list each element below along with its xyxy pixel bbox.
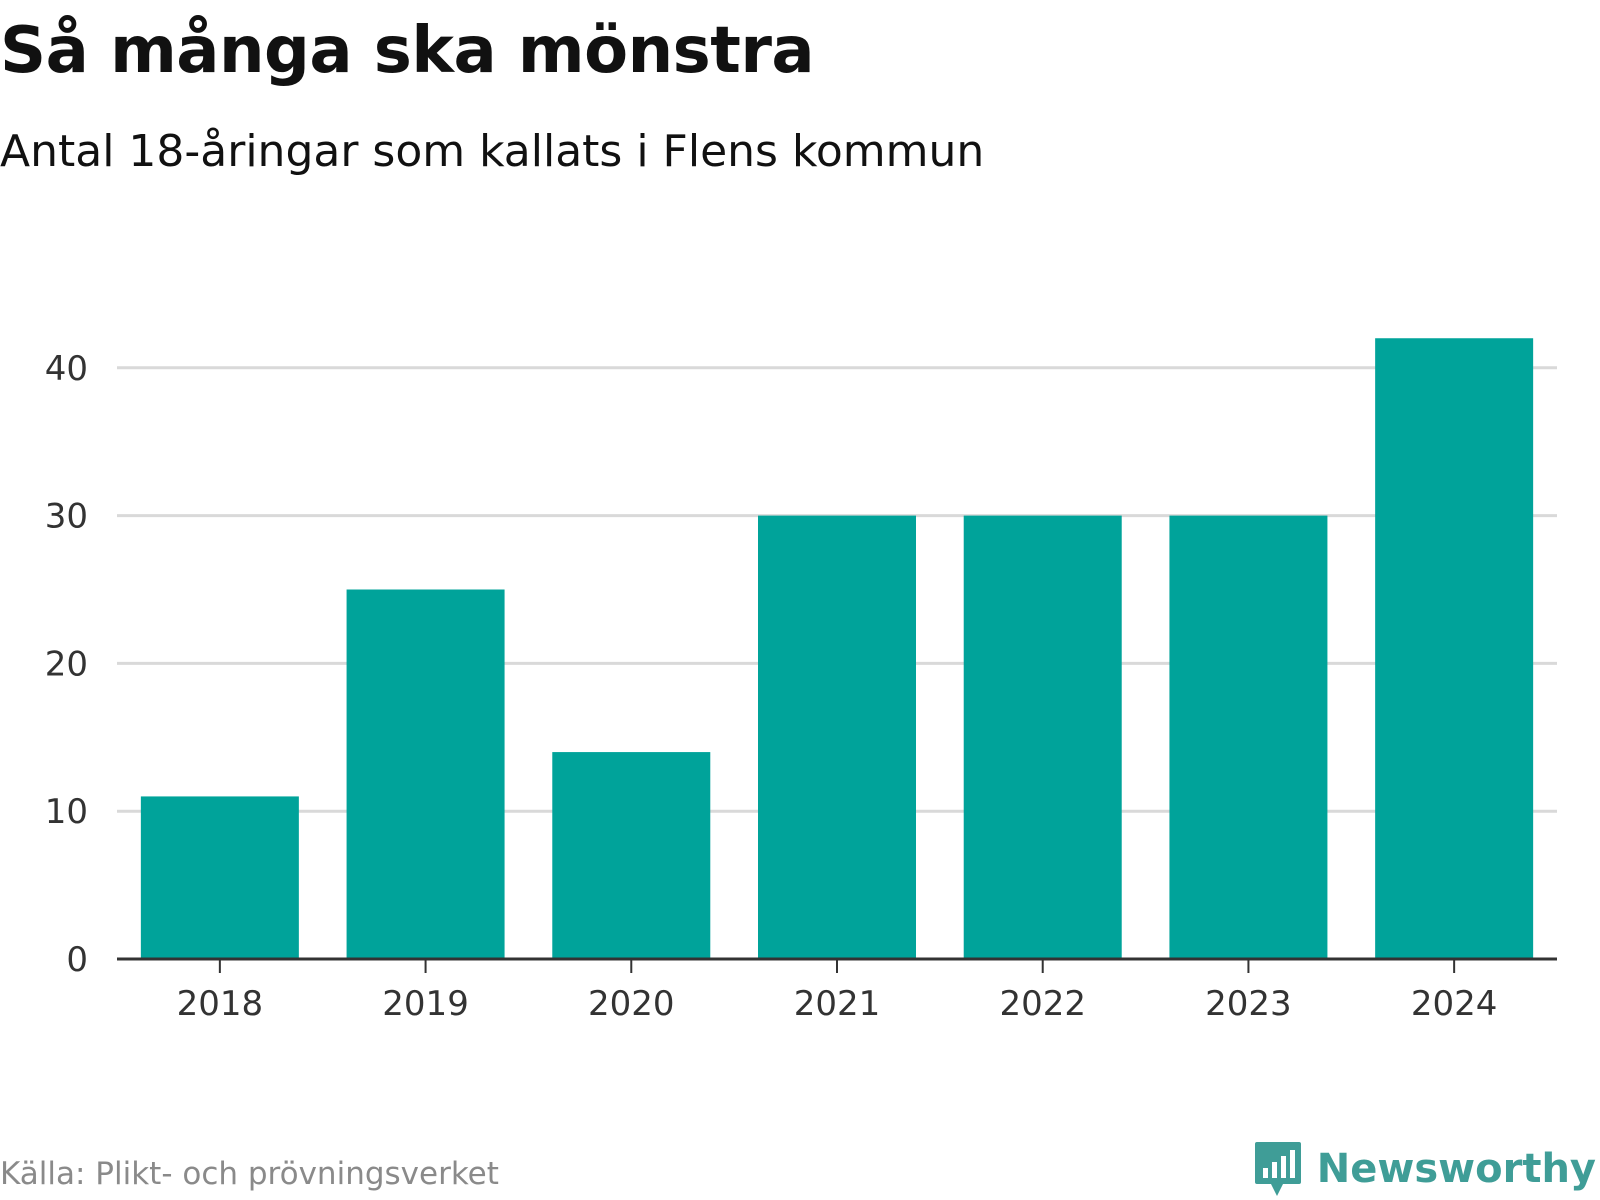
y-tick-label-40: 40 <box>45 349 88 389</box>
y-tick-label-0: 0 <box>66 940 88 980</box>
y-tick-label-30: 30 <box>45 497 88 537</box>
x-tick-label-2018: 2018 <box>177 984 264 1024</box>
brand-name: Newsworthy <box>1316 1146 1596 1192</box>
x-tick-label-2019: 2019 <box>382 984 469 1024</box>
brand-logo: Newsworthy <box>1253 1140 1596 1198</box>
y-tick-label-20: 20 <box>45 644 88 684</box>
x-tick-label-2022: 2022 <box>999 984 1086 1024</box>
source-note: Källa: Plikt- och prövningsverket <box>0 1156 499 1192</box>
bar-2022 <box>963 515 1122 959</box>
x-tick-label-2023: 2023 <box>1205 984 1292 1024</box>
bar-2024 <box>1375 338 1534 959</box>
bars <box>140 338 1534 959</box>
bar-2021 <box>758 515 916 959</box>
x-tick-label-2021: 2021 <box>794 984 881 1024</box>
bar-2020 <box>552 752 711 959</box>
newsworthy-logo-icon <box>1254 1142 1301 1196</box>
chart-title: Så många ska mönstra <box>0 14 815 88</box>
x-tick-label-2024: 2024 <box>1411 984 1498 1024</box>
x-tick-label-2020: 2020 <box>588 984 675 1024</box>
bar-2019 <box>346 589 505 959</box>
bar-2023 <box>1169 515 1328 959</box>
bar-2018 <box>140 796 299 959</box>
axes: 0 10 20 30 40 2018 2019 2020 2021 2022 2023 2024 <box>45 349 1557 1024</box>
chart-subtitle: Antal 18-åringar som kallats i Flens kom… <box>0 126 985 177</box>
y-tick-label-10: 10 <box>45 792 88 832</box>
